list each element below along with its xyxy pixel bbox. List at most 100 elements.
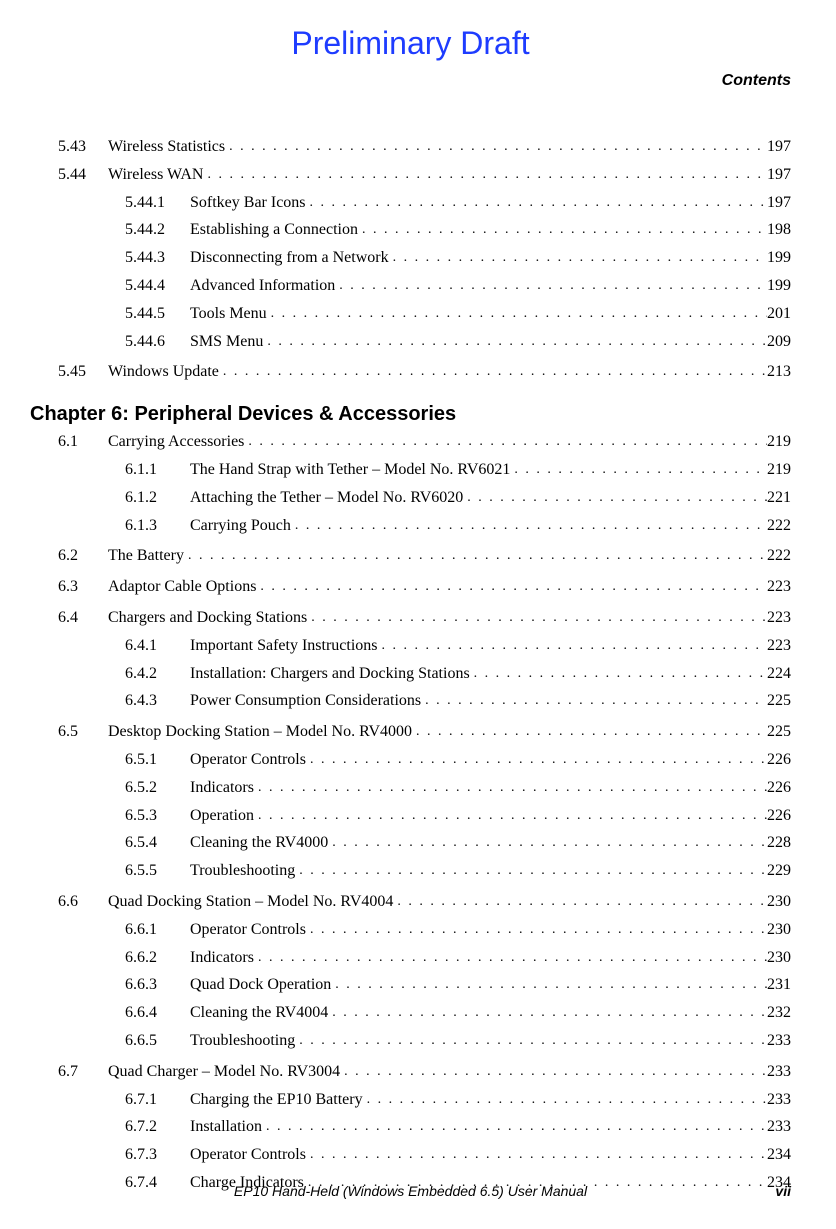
toc-row: 5.44.2Establishing a Connection198 <box>30 218 791 243</box>
footer-center: EP10 Hand-Held (Windows Embedded 6.5) Us… <box>234 1183 587 1199</box>
toc-row: 6.4Chargers and Docking Stations223 <box>30 606 791 631</box>
toc-row: 6.5.3Operation226 <box>30 804 791 829</box>
toc-page: 225 <box>767 689 791 714</box>
toc-leader <box>378 635 767 657</box>
toc-leader <box>295 1030 767 1052</box>
toc-page: 230 <box>767 890 791 915</box>
toc-number: 5.44.5 <box>125 302 190 327</box>
toc-page: 197 <box>767 191 791 216</box>
toc-number: 6.7 <box>58 1060 108 1085</box>
toc-leader <box>470 663 767 685</box>
toc-title: Power Consumption Considerations <box>190 689 421 714</box>
toc-title: Softkey Bar Icons <box>190 191 306 216</box>
toc-row: 5.45Windows Update213 <box>30 360 791 385</box>
toc-number: 6.5.3 <box>125 804 190 829</box>
toc-page: 223 <box>767 575 791 600</box>
toc-number: 6.5.4 <box>125 831 190 856</box>
toc-page: 233 <box>767 1088 791 1113</box>
toc-number: 6.2 <box>58 544 108 569</box>
toc-page: 199 <box>767 274 791 299</box>
toc-title: Important Safety Instructions <box>190 634 378 659</box>
toc-number: 5.44.1 <box>125 191 190 216</box>
toc-title: Installation <box>190 1115 262 1140</box>
toc-page: 225 <box>767 720 791 745</box>
page-header: Contents <box>30 72 791 90</box>
toc-title: Quad Dock Operation <box>190 973 331 998</box>
toc-leader <box>203 164 767 186</box>
toc-leader <box>263 331 767 353</box>
toc-leader <box>219 361 767 383</box>
toc-title: Attaching the Tether – Model No. RV6020 <box>190 486 463 511</box>
toc-leader <box>363 1089 767 1111</box>
toc-title: Adaptor Cable Options <box>108 575 256 600</box>
toc-page: 201 <box>767 302 791 327</box>
toc-row: 6.7Quad Charger – Model No. RV3004233 <box>30 1060 791 1085</box>
toc-page: 233 <box>767 1029 791 1054</box>
toc-number: 6.6.5 <box>125 1029 190 1054</box>
toc-leader <box>328 1002 767 1024</box>
toc-page: 222 <box>767 514 791 539</box>
toc-title: Cleaning the RV4004 <box>190 1001 328 1026</box>
toc-title: Indicators <box>190 946 254 971</box>
toc-title: Operator Controls <box>190 1143 306 1168</box>
toc-number: 5.44 <box>58 163 108 188</box>
toc-page: 234 <box>767 1143 791 1168</box>
preliminary-watermark: Preliminary Draft <box>30 25 791 62</box>
toc-title: Chargers and Docking Stations <box>108 606 307 631</box>
toc-title: Wireless Statistics <box>108 135 225 160</box>
toc-number: 6.6.4 <box>125 1001 190 1026</box>
toc-page: 199 <box>767 246 791 271</box>
toc-page: 221 <box>767 486 791 511</box>
toc-row: 6.7.2Installation 233 <box>30 1115 791 1140</box>
toc-row: 6.5.4Cleaning the RV4000 228 <box>30 831 791 856</box>
toc-page: 233 <box>767 1115 791 1140</box>
toc-title: Cleaning the RV4000 <box>190 831 328 856</box>
page: Preliminary Draft Contents 5.43Wireless … <box>0 0 836 1229</box>
toc: 5.43Wireless Statistics1975.44Wireless W… <box>30 135 791 1196</box>
toc-title: Advanced Information <box>190 274 335 299</box>
toc-leader <box>412 721 767 743</box>
toc-page: 226 <box>767 776 791 801</box>
toc-number: 6.6.3 <box>125 973 190 998</box>
chapter-heading: Chapter 6: Peripheral Devices & Accessor… <box>30 403 791 426</box>
toc-page: 226 <box>767 804 791 829</box>
toc-row: 6.1Carrying Accessories219 <box>30 430 791 455</box>
toc-leader <box>306 919 767 941</box>
toc-leader <box>331 974 767 996</box>
toc-number: 6.1 <box>58 430 108 455</box>
toc-number: 6.1.2 <box>125 486 190 511</box>
toc-title: Operator Controls <box>190 748 306 773</box>
toc-title: Tools Menu <box>190 302 267 327</box>
toc-row: 6.1.2Attaching the Tether – Model No. RV… <box>30 486 791 511</box>
toc-row: 6.6.5Troubleshooting233 <box>30 1029 791 1054</box>
toc-number: 6.7.3 <box>125 1143 190 1168</box>
toc-leader <box>295 860 767 882</box>
toc-number: 6.7.2 <box>125 1115 190 1140</box>
toc-page: 197 <box>767 163 791 188</box>
toc-number: 5.43 <box>58 135 108 160</box>
toc-row: 5.44.3Disconnecting from a Network199 <box>30 246 791 271</box>
toc-row: 6.5.1Operator Controls226 <box>30 748 791 773</box>
toc-page: 223 <box>767 634 791 659</box>
toc-number: 6.1.1 <box>125 458 190 483</box>
toc-title: Windows Update <box>108 360 219 385</box>
toc-page: 198 <box>767 218 791 243</box>
toc-leader <box>256 576 767 598</box>
toc-leader <box>421 690 767 712</box>
toc-page: 228 <box>767 831 791 856</box>
toc-title: Charging the EP10 Battery <box>190 1088 363 1113</box>
toc-number: 6.5 <box>58 720 108 745</box>
toc-page: 209 <box>767 330 791 355</box>
toc-leader <box>254 777 767 799</box>
toc-title: Installation: Chargers and Docking Stati… <box>190 662 470 687</box>
toc-leader <box>306 192 767 214</box>
toc-title: Indicators <box>190 776 254 801</box>
toc-page: 197 <box>767 135 791 160</box>
toc-row: 5.44.5Tools Menu 201 <box>30 302 791 327</box>
toc-leader <box>267 303 767 325</box>
toc-row: 6.5.5Troubleshooting229 <box>30 859 791 884</box>
toc-leader <box>306 749 767 771</box>
toc-title: Quad Charger – Model No. RV3004 <box>108 1060 340 1085</box>
footer-page-number: vii <box>775 1183 791 1199</box>
toc-number: 6.5.5 <box>125 859 190 884</box>
